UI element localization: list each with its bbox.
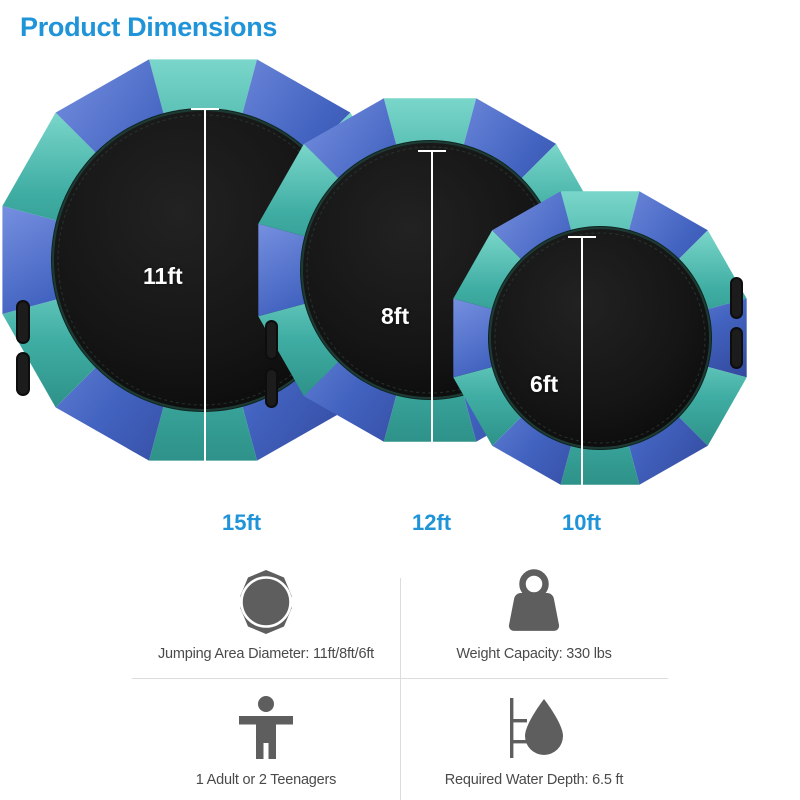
dim-cap-bottom-12ft	[418, 458, 446, 460]
feature-label: Required Water Depth: 6.5 ft	[444, 772, 624, 788]
dim-label-11ft: 11ft	[143, 263, 183, 289]
width-label-12ft: 12ft	[412, 510, 452, 535]
handle-group-right	[730, 277, 743, 369]
trampoline-comparison-stage: 11ft	[0, 55, 800, 545]
dim-cap-bottom-15ft	[191, 467, 219, 469]
feature-label: Jumping Area Diameter: 11ft/8ft/6ft	[158, 646, 374, 662]
features-grid: Jumping Area Diameter: 11ft/8ft/6ft Weig…	[132, 560, 668, 800]
weight-icon	[499, 564, 569, 640]
trampoline-icon	[231, 564, 301, 640]
dim-cap-bottom-10ft	[568, 501, 596, 503]
dim-label-6ft: 6ft	[530, 371, 559, 397]
features-vertical-divider	[400, 578, 401, 800]
feature-jumping-area: Jumping Area Diameter: 11ft/8ft/6ft	[132, 564, 400, 662]
feature-weight-capacity: Weight Capacity: 330 lbs	[400, 564, 668, 662]
person-icon	[231, 690, 301, 766]
water-depth-icon	[499, 690, 569, 766]
trampoline-10ft: 6ft	[442, 180, 762, 510]
feature-label: Weight Capacity: 330 lbs	[456, 646, 612, 662]
feature-water-depth: Required Water Depth: 6.5 ft	[400, 690, 668, 788]
dim-line-12ft	[431, 150, 433, 459]
width-label-10ft: 10ft	[562, 510, 602, 535]
dim-line-15ft	[204, 108, 206, 468]
handle-group-left	[16, 300, 30, 396]
feature-label: 1 Adult or 2 Teenagers	[195, 772, 337, 788]
ring-segments	[453, 191, 747, 485]
dim-label-8ft: 8ft	[381, 303, 410, 329]
handle-group-left	[265, 320, 278, 408]
feature-capacity-persons: 1 Adult or 2 Teenagers	[132, 690, 400, 788]
page-title: Product Dimensions	[20, 12, 278, 42]
dim-line-10ft	[581, 236, 583, 502]
width-label-15ft: 15ft	[222, 510, 262, 535]
